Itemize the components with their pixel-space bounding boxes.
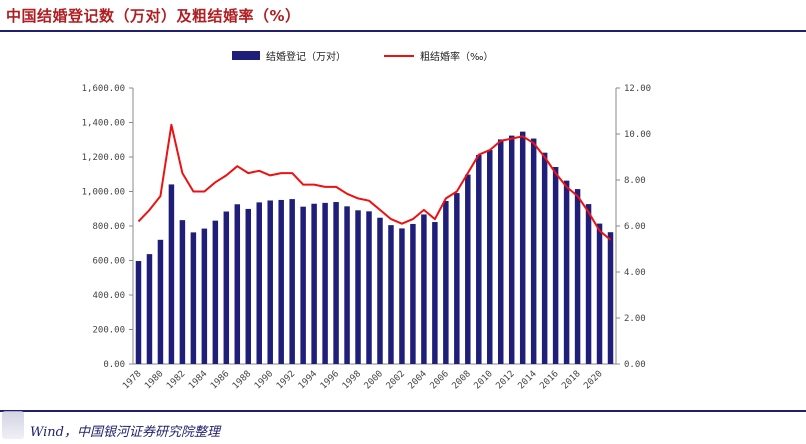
marriage-registration-bar xyxy=(574,189,581,364)
left-y-tick-label: 1,400.00 xyxy=(82,119,125,129)
marriage-registration-bar xyxy=(563,180,570,364)
marriage-registration-bar xyxy=(201,228,208,364)
right-y-tick-label: 0.00 xyxy=(624,360,646,370)
marriage-registration-bar xyxy=(245,208,252,364)
x-tick-label: 1986 xyxy=(209,369,231,391)
x-tick-label: 1990 xyxy=(253,369,275,391)
right-y-tick-label: 4.00 xyxy=(624,268,646,278)
left-y-tick-label: 0.00 xyxy=(103,360,125,370)
x-tick-label: 2020 xyxy=(582,369,604,391)
marriage-registration-bar xyxy=(541,152,548,364)
left-y-tick-label: 1,000.00 xyxy=(82,188,125,198)
marriage-registration-bar xyxy=(432,222,438,364)
source-note: Wind，中国银河证券研究院整理 xyxy=(30,425,220,440)
right-y-tick-label: 2.00 xyxy=(624,314,646,324)
marriage-registration-bar xyxy=(530,138,537,364)
marriage-registration-bar xyxy=(465,174,471,364)
chart-area: 0.00 200.00 400.00 600.00 800.00 1,000.00 1,20… xyxy=(82,50,651,391)
marriage-registration-bar xyxy=(607,232,614,364)
marriage-registration-bar xyxy=(508,135,515,364)
marriage-registration-bar xyxy=(179,220,186,364)
marriage-registration-bar xyxy=(256,202,262,364)
x-tick-label: 1992 xyxy=(275,369,297,391)
marriage-registration-bar xyxy=(223,211,230,364)
x-tick-label: 2006 xyxy=(429,369,451,391)
marriage-registration-bar xyxy=(519,131,526,364)
marriage-registration-bar xyxy=(212,220,219,364)
marriage-registration-bar xyxy=(410,223,416,364)
x-tick-label: 1984 xyxy=(187,369,209,391)
x-tick-label: 1980 xyxy=(143,369,165,391)
x-tick-label: 1998 xyxy=(341,369,363,391)
x-tick-label: 1982 xyxy=(165,369,187,391)
marriage-registration-bar xyxy=(377,217,383,364)
x-tick-label: 2004 xyxy=(407,369,429,391)
marriage-registration-bar xyxy=(355,210,361,364)
marriage-registration-bar xyxy=(388,225,394,364)
crude-marriage-rate-line xyxy=(137,123,612,241)
x-tick-label: 1994 xyxy=(297,369,319,391)
left-y-tick-label: 600.00 xyxy=(92,257,125,267)
legend-bar-swatch xyxy=(232,51,260,60)
x-tick-label: 2008 xyxy=(451,369,473,391)
left-y-tick-label: 1,600.00 xyxy=(82,84,125,94)
marriage-registration-bar xyxy=(190,232,197,364)
x-tick-label: 1988 xyxy=(231,369,253,391)
marriage-registration-bar xyxy=(443,200,449,364)
footer-divider xyxy=(0,410,806,412)
marriage-registration-bar xyxy=(234,204,241,364)
marriage-registration-bar xyxy=(344,206,350,364)
marriage-registration-bar xyxy=(552,167,559,364)
marriage-registration-bar xyxy=(497,139,504,364)
legend-bar-label: 结婚登记（万对） xyxy=(266,50,346,63)
marriage-registration-bar xyxy=(366,211,372,364)
x-tick-label: 2018 xyxy=(560,369,582,391)
right-y-tick-label: 12.00 xyxy=(624,84,651,94)
marriage-registration-bar xyxy=(421,214,427,364)
marriage-registration-bar xyxy=(146,254,153,364)
x-tick-label: 2000 xyxy=(363,369,385,391)
marriage-registration-bar xyxy=(454,193,460,364)
marriage-registration-bar xyxy=(487,149,493,364)
left-y-tick-label: 400.00 xyxy=(92,291,125,301)
marriage-registration-bar xyxy=(596,223,603,364)
title-bar: 中国结婚登记数（万对）及粗结婚率（%） xyxy=(0,0,806,32)
legend-line-label: 粗结婚率（‰） xyxy=(420,50,493,63)
marriage-registration-bar xyxy=(333,202,339,364)
x-tick-label: 2016 xyxy=(538,369,560,391)
marriage-registration-bar xyxy=(289,199,295,364)
x-tick-label: 2014 xyxy=(516,369,538,391)
right-y-tick-label: 6.00 xyxy=(624,222,646,232)
marriage-registration-bar xyxy=(168,184,175,364)
watermark-logo xyxy=(2,411,24,439)
marriage-registration-bar xyxy=(267,200,273,364)
x-tick-label: 1978 xyxy=(121,369,143,391)
x-tick-label: 2010 xyxy=(472,369,494,391)
right-y-tick-label: 8.00 xyxy=(624,176,646,186)
left-y-tick-label: 800.00 xyxy=(92,222,125,232)
marriage-registration-bar xyxy=(476,154,482,364)
marriage-registration-bar xyxy=(157,239,164,364)
marriage-registration-bar xyxy=(322,202,328,364)
marriage-registration-bar xyxy=(311,203,317,364)
marriage-registration-bar xyxy=(300,206,306,364)
x-tick-label: 2002 xyxy=(385,369,407,391)
chart-title: 中国结婚登记数（万对）及粗结婚率（%） xyxy=(6,7,301,25)
marriage-registration-bar xyxy=(278,199,284,364)
x-tick-label: 1996 xyxy=(319,369,341,391)
x-tick-label: 2012 xyxy=(494,369,516,391)
marriage-registration-bar xyxy=(585,204,592,364)
marriage-registration-bar xyxy=(399,228,405,364)
left-y-tick-label: 200.00 xyxy=(92,326,125,336)
left-y-tick-label: 1,200.00 xyxy=(82,153,125,163)
marriage-registration-bar xyxy=(135,261,142,364)
right-y-tick-label: 10.00 xyxy=(624,130,651,140)
